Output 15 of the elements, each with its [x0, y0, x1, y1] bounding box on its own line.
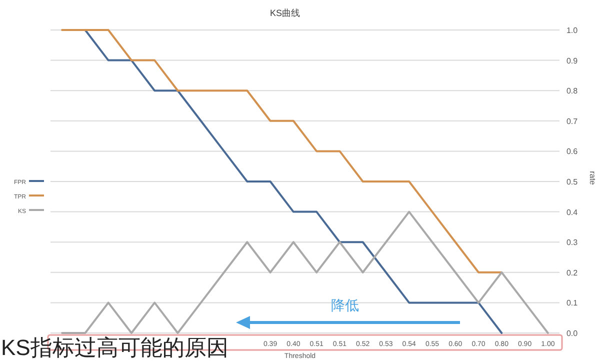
y-tick: 0.6	[566, 147, 578, 156]
y-tick: 0.7	[566, 116, 578, 126]
annotation: 降低	[331, 297, 359, 313]
y-tick: 0.8	[566, 86, 578, 96]
y-tick: 0.5	[566, 178, 578, 186]
y-label: rate	[588, 171, 597, 185]
annotation: KS指标过高可能的原因	[1, 335, 228, 360]
y-tick: 0.9	[566, 56, 578, 66]
y-tick: 0.0	[566, 329, 578, 338]
title: KS曲线	[270, 8, 300, 18]
y-tick: 1.0	[566, 26, 578, 35]
y-tick: 0.2	[566, 268, 578, 278]
y-tick: 0.3	[566, 238, 578, 248]
y-tick: 0.1	[566, 298, 578, 308]
y-tick: 0.4	[566, 208, 578, 217]
